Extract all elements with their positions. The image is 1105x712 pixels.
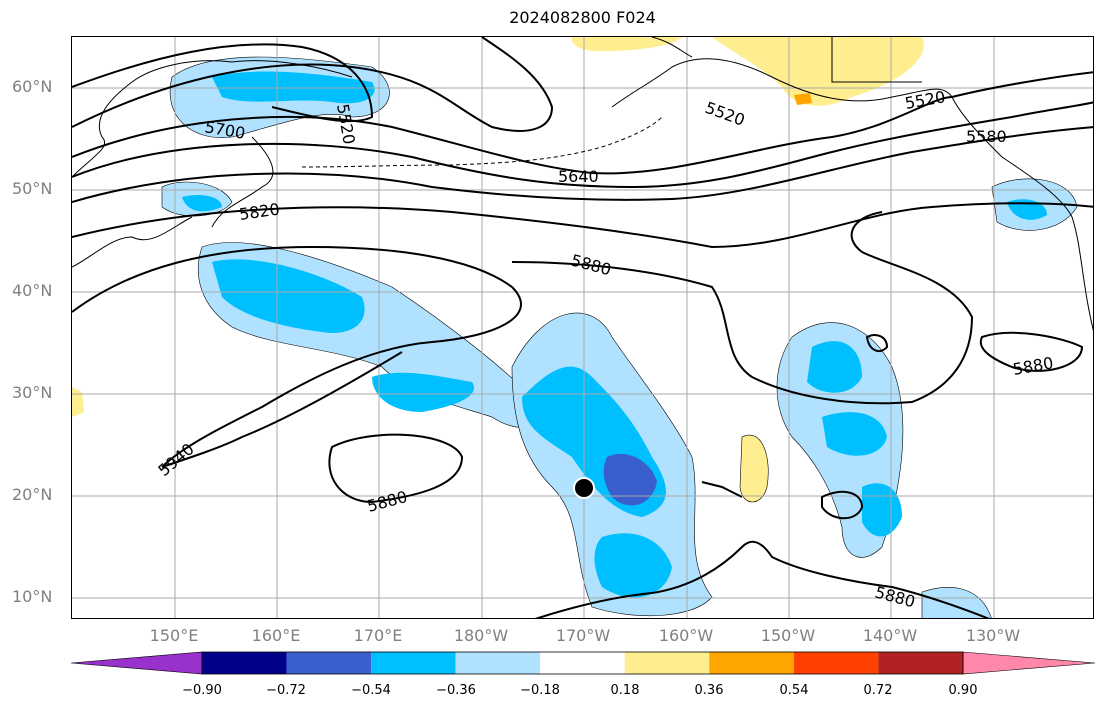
- contour-5820: [72, 202, 1093, 249]
- colorbar-segment: [455, 652, 541, 674]
- lon-label-150w: 150°W: [760, 626, 816, 645]
- shade-blue: [212, 71, 375, 104]
- storm-position-marker: [573, 477, 595, 499]
- contour-label-5880-c: 5880: [365, 487, 409, 516]
- colorbar-extend-max: [962, 651, 1096, 675]
- colorbar-segment: [540, 652, 625, 674]
- lon-label-130w: 130°W: [965, 626, 1021, 645]
- contour-5580: [72, 37, 554, 132]
- lat-label-20n: 20°N: [12, 485, 53, 504]
- lon-label-170w: 170°W: [555, 626, 611, 645]
- contour-5880-main: [72, 245, 522, 468]
- coastlines: [72, 37, 1093, 498]
- colorbar-segment: [793, 652, 879, 674]
- colorbar-tick: −0.90: [182, 683, 222, 698]
- contour-5880-east: [511, 211, 974, 405]
- shade-blue: [594, 533, 672, 598]
- contour-5880-closed-south: [328, 433, 464, 504]
- lat-label-50n: 50°N: [12, 179, 53, 198]
- colorbar-segment: [202, 652, 287, 674]
- contour-label-5880-a: 5880: [569, 251, 613, 280]
- contour-label-5880-b: 5880: [1011, 353, 1054, 379]
- alaska-coast: [611, 58, 1093, 331]
- lon-label-160e: 160°E: [251, 626, 301, 645]
- shade-blue: [822, 412, 887, 456]
- lon-label-180w: 180°W: [453, 626, 509, 645]
- colorbar-segment: [709, 652, 794, 674]
- colorbar-segment: [878, 652, 963, 674]
- contour-5520-west: [72, 43, 374, 123]
- shade-yellow: [712, 37, 924, 106]
- contour-5640: [72, 71, 1093, 175]
- contour-label-5580: 5580: [966, 127, 1007, 146]
- hawaii: [701, 481, 743, 498]
- contour-label-5820: 5820: [238, 199, 281, 223]
- shade-orange: [794, 93, 812, 105]
- shade-blue: [1007, 199, 1047, 220]
- shade-blue: [862, 483, 902, 537]
- colorbar-segment: [371, 652, 456, 674]
- lon-label-150e: 150°E: [149, 626, 199, 645]
- contour-label-5640: 5640: [558, 167, 599, 186]
- shade-royal-blue: [603, 453, 657, 506]
- shade-blue: [182, 195, 222, 212]
- colorbar-tick: −0.72: [266, 683, 306, 698]
- colorbar-segment: [286, 652, 372, 674]
- contour-5880-small-1: [865, 334, 889, 353]
- contour-label-5880-d: 5880: [873, 583, 917, 612]
- lat-label-40n: 40°N: [12, 281, 53, 300]
- map-canvas: 5520 5700 5820 5880 5640 5520 5520 5580 …: [72, 37, 1093, 618]
- shade-yellow: [72, 387, 84, 417]
- colorbar-segment: [624, 652, 710, 674]
- contour-5880-closed-east: [979, 331, 1084, 372]
- map-panel: 5520 5700 5820 5880 5640 5520 5520 5580 …: [71, 36, 1094, 619]
- shade-blue: [212, 259, 365, 333]
- colorbar-tick: 0.54: [779, 683, 809, 698]
- contour-label-5520-b: 5520: [703, 98, 748, 130]
- contour-5880-small-2: [821, 490, 864, 520]
- shade-yellow: [571, 37, 682, 52]
- height-contours: [72, 37, 1093, 618]
- north-coast: [651, 37, 922, 83]
- colorbar-tick: 0.36: [694, 683, 724, 698]
- colorbar-tick: −0.36: [436, 683, 476, 698]
- lat-label-30n: 30°N: [12, 383, 53, 402]
- contour-label-5520-c: 5520: [903, 87, 946, 113]
- japan-coast: [72, 216, 193, 268]
- colorbar-tick: 0.72: [863, 683, 893, 698]
- contour-5760: [72, 126, 1093, 203]
- colorbar: [70, 651, 1096, 675]
- aleutians: [301, 116, 663, 168]
- asia-coast: [72, 60, 353, 178]
- negative-shading: [161, 56, 1078, 618]
- colorbar-tick: 0.18: [610, 683, 640, 698]
- contour-5700: [72, 101, 1093, 189]
- lon-label-160w: 160°W: [658, 626, 714, 645]
- lon-label-170e: 170°E: [353, 626, 403, 645]
- colorbar-tick: −0.18: [520, 683, 560, 698]
- colorbar-tick: −0.54: [351, 683, 391, 698]
- shade-blue: [372, 372, 474, 412]
- map-title: 2024082800 F024: [509, 8, 656, 27]
- contour-5880-bottom: [534, 540, 990, 618]
- lat-label-60n: 60°N: [12, 77, 53, 96]
- shade-light-blue: [921, 587, 992, 618]
- colorbar-extend-min: [70, 651, 203, 675]
- lon-label-140w: 140°W: [862, 626, 918, 645]
- contour-5940: [161, 351, 403, 468]
- lat-label-10n: 10°N: [12, 587, 53, 606]
- shade-blue: [807, 341, 862, 393]
- colorbar-outline: [201, 651, 964, 675]
- colorbar-tick: 0.90: [948, 683, 978, 698]
- shade-yellow: [739, 434, 769, 503]
